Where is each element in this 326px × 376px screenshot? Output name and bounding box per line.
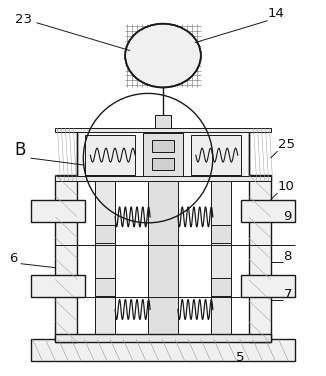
- Text: 14: 14: [268, 7, 284, 20]
- Text: 6: 6: [9, 252, 17, 265]
- Bar: [55, 128, 271, 132]
- Text: 8: 8: [284, 250, 292, 263]
- Bar: [77, 130, 249, 180]
- Text: B: B: [15, 141, 26, 159]
- Bar: [148, 155, 178, 342]
- Bar: [95, 277, 115, 296]
- Bar: [211, 175, 231, 342]
- Bar: [152, 140, 174, 152]
- Bar: [77, 130, 249, 180]
- Bar: [152, 158, 174, 170]
- Bar: [31, 340, 295, 361]
- Bar: [249, 175, 271, 342]
- Text: 23: 23: [15, 13, 32, 26]
- Bar: [241, 200, 295, 222]
- Text: 9: 9: [284, 210, 292, 223]
- Text: 7: 7: [284, 288, 292, 300]
- Text: 5: 5: [236, 351, 244, 364]
- Bar: [85, 135, 135, 175]
- Ellipse shape: [125, 24, 201, 88]
- Bar: [95, 225, 115, 243]
- Bar: [55, 176, 271, 181]
- Bar: [95, 175, 115, 342]
- Bar: [191, 135, 241, 175]
- Bar: [211, 225, 231, 243]
- Text: 25: 25: [277, 138, 294, 151]
- Bar: [143, 133, 183, 181]
- Bar: [31, 200, 85, 222]
- Bar: [241, 274, 295, 297]
- Bar: [31, 274, 85, 297]
- Bar: [155, 115, 171, 133]
- Bar: [55, 334, 271, 342]
- Bar: [211, 277, 231, 296]
- Text: 10: 10: [277, 180, 294, 193]
- Bar: [55, 175, 77, 342]
